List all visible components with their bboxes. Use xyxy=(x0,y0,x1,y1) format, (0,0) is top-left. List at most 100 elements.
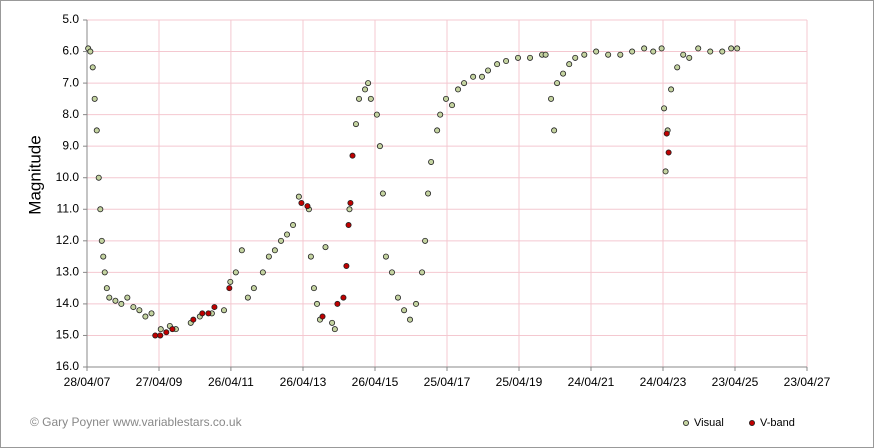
data-point xyxy=(449,102,456,109)
data-point xyxy=(668,86,675,93)
data-point xyxy=(347,199,354,206)
data-point xyxy=(650,48,657,55)
x-tick-label: 23/04/25 xyxy=(712,375,759,389)
data-point xyxy=(461,80,468,87)
data-point xyxy=(169,326,176,333)
data-point xyxy=(103,285,110,292)
data-point xyxy=(238,247,245,254)
data-point xyxy=(494,61,501,68)
data-point xyxy=(593,48,600,55)
data-point xyxy=(89,64,96,71)
data-point xyxy=(97,206,104,213)
data-point xyxy=(413,300,420,307)
data-point xyxy=(211,304,218,311)
data-point xyxy=(686,54,693,61)
data-point xyxy=(91,95,98,102)
data-point xyxy=(425,190,432,197)
x-tick-label: 26/04/15 xyxy=(352,375,399,389)
data-point xyxy=(407,316,414,323)
data-point xyxy=(674,64,681,71)
data-point xyxy=(401,307,408,314)
data-point xyxy=(112,297,119,304)
data-point xyxy=(382,253,389,260)
data-point xyxy=(434,127,441,134)
y-tick-label: 12.0 xyxy=(56,233,80,247)
data-point xyxy=(284,231,291,238)
data-point xyxy=(349,152,356,159)
x-tick-label: 24/04/21 xyxy=(568,375,615,389)
data-point xyxy=(101,269,108,276)
data-point xyxy=(205,310,212,317)
x-tick-label: 27/04/09 xyxy=(136,375,183,389)
data-point xyxy=(388,269,395,276)
data-point xyxy=(365,80,372,87)
data-point xyxy=(331,326,338,333)
data-point xyxy=(118,300,125,307)
data-point xyxy=(485,67,492,74)
data-point xyxy=(376,143,383,150)
data-point xyxy=(298,199,305,206)
y-tick-label: 11.0 xyxy=(57,201,80,215)
data-point xyxy=(352,121,359,128)
data-point xyxy=(373,111,380,118)
data-point xyxy=(244,294,251,301)
data-point xyxy=(345,222,352,229)
legend-label: Visual xyxy=(694,417,724,429)
data-point xyxy=(379,190,386,197)
data-point xyxy=(319,313,326,320)
data-point xyxy=(310,285,317,292)
data-point xyxy=(340,294,347,301)
data-point xyxy=(152,332,159,339)
data-point xyxy=(163,329,170,336)
data-point xyxy=(665,149,672,156)
data-point xyxy=(250,285,257,292)
data-point xyxy=(295,193,302,200)
data-point xyxy=(605,51,612,58)
data-point xyxy=(548,95,555,102)
data-point xyxy=(93,127,100,134)
data-point xyxy=(95,174,102,181)
data-point xyxy=(479,73,486,80)
data-point xyxy=(707,48,714,55)
data-point xyxy=(304,203,311,210)
data-point xyxy=(680,51,687,58)
data-point xyxy=(560,70,567,77)
data-point xyxy=(124,294,131,301)
data-point xyxy=(641,45,648,52)
data-point xyxy=(362,86,369,93)
x-tick-label: 24/04/23 xyxy=(640,375,687,389)
data-point xyxy=(343,263,350,270)
data-point xyxy=(728,45,735,52)
data-point xyxy=(581,51,588,58)
legend-marker xyxy=(749,419,756,426)
data-point xyxy=(572,54,579,61)
data-point xyxy=(87,48,94,55)
y-tick-label: 16.0 xyxy=(56,359,80,373)
credit: © Gary Poyner www.variablestars.co.uk xyxy=(30,415,243,429)
data-point xyxy=(695,45,702,52)
data-point xyxy=(307,253,314,260)
y-tick-label: 5.0 xyxy=(62,12,79,26)
data-point xyxy=(322,244,329,251)
data-point xyxy=(148,310,155,317)
data-point xyxy=(515,54,522,61)
x-tick-label: 26/04/13 xyxy=(280,375,327,389)
x-tick-label: 25/04/17 xyxy=(424,375,471,389)
data-point xyxy=(629,48,636,55)
data-point xyxy=(394,294,401,301)
data-point xyxy=(199,310,206,317)
data-point xyxy=(157,326,164,333)
data-point xyxy=(734,45,741,52)
data-point xyxy=(428,158,435,165)
data-point xyxy=(661,105,668,112)
data-point xyxy=(367,95,374,102)
data-point xyxy=(265,253,272,260)
data-point xyxy=(271,247,278,254)
data-point xyxy=(190,316,197,323)
data-point xyxy=(554,80,561,87)
data-point xyxy=(290,222,297,229)
data-point xyxy=(226,285,233,292)
data-point xyxy=(663,130,670,137)
